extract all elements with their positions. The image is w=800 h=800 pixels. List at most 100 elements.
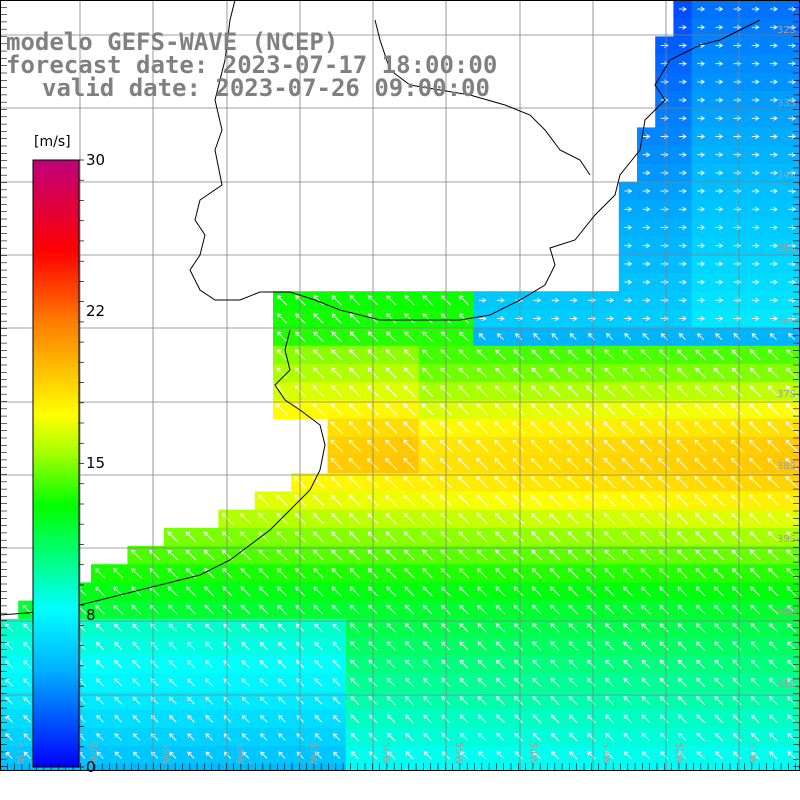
wind-arrow <box>403 457 416 471</box>
wind-arrow <box>150 623 159 633</box>
wind-arrow <box>751 61 760 67</box>
wind-arrow <box>332 659 341 669</box>
wind-arrow <box>277 696 286 705</box>
wind-arrow <box>659 750 669 760</box>
wind-arrow <box>677 677 687 687</box>
wind-arrow <box>386 331 397 342</box>
wind-arrow <box>422 641 433 651</box>
wind-arrow <box>458 349 470 361</box>
wind-arrow <box>187 769 189 770</box>
wind-arrow <box>477 714 487 724</box>
latitude-labels: 32S 33S 34S 35S 36S 37S 38S 39S 40S 41S <box>777 25 796 690</box>
wind-arrow <box>768 567 779 579</box>
longitude-label: 54W <box>527 742 538 765</box>
wind-arrow <box>715 152 724 158</box>
wind-arrow <box>496 332 504 341</box>
wind-arrow <box>96 733 104 741</box>
wind-arrow <box>658 512 670 525</box>
wind-arrow <box>459 769 463 770</box>
wind-arrow <box>770 206 778 212</box>
wind-arrow <box>349 512 361 525</box>
longitude-label: 57W <box>307 742 318 765</box>
wind-arrow <box>548 494 561 507</box>
wind-arrow <box>568 714 578 724</box>
wind-arrow <box>204 604 215 615</box>
wind-arrow <box>331 586 342 597</box>
wind-arrow <box>640 549 652 561</box>
wind-arrow <box>768 677 778 687</box>
wind-arrow <box>769 332 777 341</box>
wind-arrow <box>314 769 316 770</box>
wind-arrow <box>550 769 554 770</box>
wind-arrow <box>385 367 397 379</box>
wind-arrow <box>713 385 725 397</box>
wind-arrow <box>714 659 724 669</box>
wind-arrow <box>715 188 724 194</box>
wind-arrow <box>513 367 525 379</box>
wind-arrow <box>767 457 780 471</box>
wind-arrow <box>568 568 579 579</box>
wind-arrow <box>168 641 177 651</box>
longitude-label: 59W <box>160 742 171 765</box>
wind-arrow <box>622 586 633 597</box>
latitude-label: 34S <box>777 170 796 181</box>
wind-arrow <box>731 367 743 379</box>
wind-arrow <box>423 714 432 724</box>
wind-arrow <box>733 43 742 48</box>
wind-arrow <box>348 421 361 434</box>
wind-arrow <box>477 641 487 651</box>
latitude-label: 41S <box>777 679 796 690</box>
wind-arrow <box>531 604 542 615</box>
wind-arrow <box>623 732 633 742</box>
wind-arrow <box>786 641 797 651</box>
wind-arrow <box>749 367 761 379</box>
longitude-label: 58W <box>234 742 245 765</box>
wind-arrow <box>733 79 742 85</box>
wind-arrow <box>788 61 797 67</box>
wind-arrow <box>423 732 432 742</box>
wind-arrow <box>678 732 687 742</box>
wind-arrow <box>549 586 561 597</box>
wind-arrow <box>621 457 634 471</box>
wind-arrow <box>785 475 798 489</box>
wind-arrow <box>748 475 762 489</box>
wind-arrow <box>715 170 724 176</box>
wind-arrow <box>642 170 651 176</box>
wind-cell <box>163 764 183 770</box>
wind-arrow <box>276 549 288 561</box>
wind-arrow <box>350 641 360 651</box>
wind-arrow <box>658 531 670 543</box>
wind-arrow <box>496 750 505 760</box>
wind-arrow <box>715 24 724 30</box>
wind-arrow <box>767 494 780 507</box>
wind-cell <box>291 764 310 770</box>
wind-arrow <box>551 332 559 341</box>
wind-arrow <box>696 332 705 341</box>
wind-arrow <box>150 733 159 741</box>
wind-arrow <box>788 115 797 121</box>
wind-arrow <box>330 494 343 507</box>
wind-arrow <box>167 604 178 615</box>
wind-arrow <box>495 604 506 615</box>
wind-arrow <box>312 494 325 507</box>
wind-arrow <box>313 586 324 597</box>
wind-arrow <box>604 568 615 579</box>
wind-arrow <box>385 385 398 398</box>
wind-arrow <box>404 714 414 724</box>
wind-arrow <box>313 294 324 306</box>
wind-arrow <box>512 512 525 525</box>
wind-arrow <box>332 714 341 723</box>
wind-cell <box>236 764 256 770</box>
wind-arrow <box>475 457 489 471</box>
wind-arrow <box>786 349 797 361</box>
wind-arrow <box>386 623 396 633</box>
wind-arrow <box>697 24 706 30</box>
wind-arrow <box>642 297 651 303</box>
wind-arrow <box>421 403 434 416</box>
wind-arrow <box>642 332 650 341</box>
wind-arrow <box>477 604 488 615</box>
wind-cell <box>200 764 219 770</box>
wind-arrow <box>222 567 233 579</box>
wind-arrow <box>494 494 507 507</box>
wind-arrow <box>403 531 415 543</box>
